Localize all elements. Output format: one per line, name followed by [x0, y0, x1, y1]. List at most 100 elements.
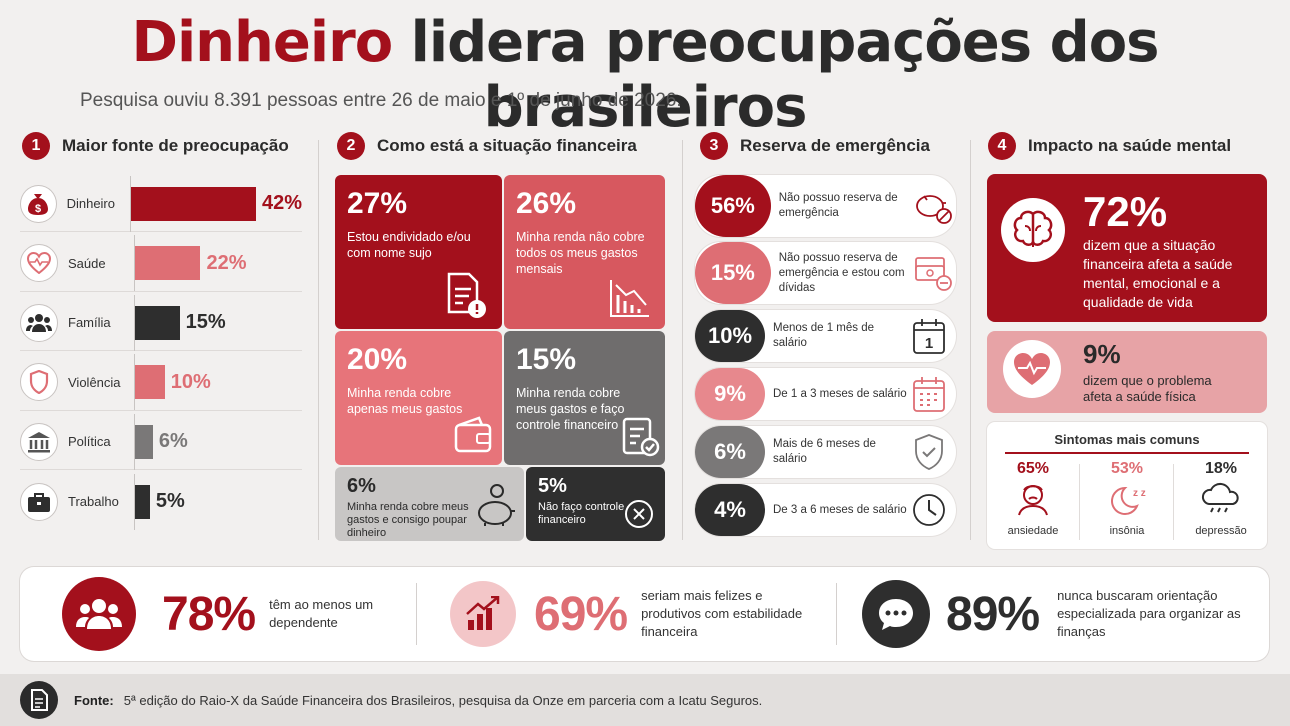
- stat-guidance: 89% nunca buscaram orientação especializ…: [862, 579, 1247, 649]
- mental-main-value: 72%: [1083, 188, 1168, 235]
- reserve-row: 4% De 3 a 6 meses de salário: [695, 484, 956, 536]
- tile-value: 27%: [347, 187, 408, 220]
- bar-track: 5%: [134, 473, 185, 530]
- concern-label: Política: [68, 434, 111, 449]
- concern-value: 15%: [185, 311, 226, 333]
- stat-text: nunca buscaram orientação especializada …: [1057, 588, 1241, 639]
- clipboard-check-icon: [622, 417, 660, 457]
- reserve-text: De 3 a 6 meses de salário: [773, 503, 907, 516]
- section-3-title: Reserva de emergência: [740, 136, 930, 155]
- physical-value: 9%: [1083, 339, 1121, 369]
- chat-bubble-icon: [862, 580, 930, 648]
- section-4-header: 4 Impacto na saúde mental: [988, 132, 1231, 160]
- concern-label: Dinheiro: [66, 196, 115, 211]
- page-subtitle: Pesquisa ouviu 8.391 pessoas entre 26 de…: [80, 90, 682, 111]
- bar-track: 6%: [134, 413, 188, 470]
- rain-cloud-icon: [1201, 482, 1239, 513]
- chart-down-icon: [610, 280, 649, 317]
- section-2-number: 2: [337, 132, 365, 160]
- stat-dependents: 78% têm ao menos um dependente: [62, 577, 379, 651]
- section-3-number: 3: [700, 132, 728, 160]
- symptom-value: 53%: [1110, 460, 1144, 477]
- concern-value: 10%: [170, 370, 211, 393]
- concern-value: 42%: [261, 192, 302, 214]
- briefcase-icon: [20, 482, 58, 521]
- concern-row: Violência 10%: [20, 354, 302, 411]
- money-bag-icon: $: [20, 184, 57, 223]
- concern-value: 5%: [155, 490, 185, 512]
- stat-value: 69%: [534, 587, 628, 641]
- stat-text: seriam mais felizes e produtivos com est…: [641, 588, 803, 639]
- reserve-value: 56%: [695, 175, 771, 237]
- finance-tile: 6% Minha renda cobre meus gastos e consi…: [335, 467, 524, 541]
- mental-health-card: 72% dizem que a situação financeira afet…: [987, 174, 1267, 322]
- shield-icon: [20, 363, 58, 401]
- concern-bar: [135, 365, 165, 399]
- reserve-row: 56% Não possuo reserva de emergência: [695, 175, 956, 237]
- anxious-person-icon: [1018, 485, 1048, 516]
- concern-row: $ Dinheiro 42%: [20, 175, 302, 232]
- highlight-stats: 78% têm ao menos um dependente 69% seria…: [20, 567, 1269, 661]
- finance-tile: 15% Minha renda cobre meus gastos e faço…: [504, 331, 665, 465]
- concern-bar: [135, 424, 153, 459]
- brain-icon: [1001, 198, 1065, 262]
- bar-track: 10%: [134, 354, 211, 410]
- section-1-title: Maior fonte de preocupação: [62, 136, 289, 155]
- concern-bar: [135, 305, 180, 340]
- clock-icon: [907, 492, 951, 528]
- title-highlight: Dinheiro: [131, 10, 393, 75]
- concern-row: Saúde 22%: [20, 235, 302, 292]
- stat-value: 89%: [946, 587, 1040, 641]
- section-1-number: 1: [22, 132, 50, 160]
- tile-value: 26%: [516, 187, 577, 220]
- section-4-title: Impacto na saúde mental: [1028, 136, 1232, 155]
- reserve-value: 10%: [695, 310, 765, 362]
- source-footer: Fonte: 5ª edição do Raio-X da Saúde Fina…: [0, 674, 1290, 726]
- tile-value: 15%: [516, 343, 577, 376]
- symptom-value: 18%: [1204, 460, 1238, 477]
- calendar-icon: [907, 375, 951, 413]
- concern-bar: [130, 186, 256, 221]
- tile-value: 6%: [347, 475, 376, 497]
- tile-text: Não faço controle financeiro: [538, 501, 625, 526]
- symptom-depression: 18% depressão: [1175, 460, 1267, 537]
- moon-sleep-icon: z z: [1111, 486, 1146, 515]
- people-icon: [62, 577, 136, 651]
- reserve-value: 15%: [695, 242, 771, 304]
- section-3-header: 3 Reserva de emergência: [700, 132, 930, 160]
- document-alert-icon: [447, 272, 486, 318]
- reserve-value: 9%: [695, 368, 765, 420]
- heart-pulse-icon: [20, 244, 58, 282]
- symptom-insomnia: 53% z z insônia: [1081, 460, 1173, 537]
- reserve-text: Menos de 1 mês de salário: [773, 322, 875, 349]
- concern-row: Política 6%: [20, 413, 302, 470]
- svg-text:z z: z z: [1133, 488, 1146, 499]
- symptoms-card: Sintomas mais comuns 65% ansiedade 53% z…: [987, 422, 1267, 549]
- concern-label: Trabalho: [68, 494, 119, 509]
- x-circle-icon: [625, 500, 653, 528]
- bank-icon: [20, 422, 58, 461]
- divider: [1173, 464, 1174, 540]
- symptom-label: ansiedade: [1007, 525, 1059, 537]
- finance-tile: 5% Não faço controle financeiro: [526, 467, 665, 541]
- finance-tile: 26% Minha renda não cobre todos os meus …: [504, 175, 665, 329]
- concern-label: Saúde: [68, 255, 106, 271]
- concern-label: Família: [68, 315, 111, 330]
- mental-main-text: dizem que a situação financeira afeta a …: [1083, 237, 1233, 310]
- finance-tile: 27% Estou endividado e/ou com nome sujo: [335, 175, 502, 329]
- section-2-title: Como está a situação financeira: [377, 136, 637, 155]
- calendar-one-icon: 1: [907, 317, 951, 355]
- divider: [416, 583, 417, 645]
- growth-chart-icon: [450, 581, 516, 647]
- finance-tile: 20% Minha renda cobre apenas meus gastos: [335, 331, 502, 465]
- reserve-row: 10% Menos de 1 mês de salário 1: [695, 310, 956, 362]
- reserve-value: 6%: [695, 426, 765, 478]
- tile-value: 20%: [347, 343, 408, 376]
- concern-row: Trabalho 5%: [20, 473, 302, 530]
- money-minus-icon: [912, 254, 956, 292]
- concern-row: Família 15%: [20, 294, 302, 351]
- document-icon: [20, 681, 58, 719]
- tile-text: Minha renda cobre meus gastos e faço con…: [516, 386, 625, 432]
- concern-bar: [135, 246, 201, 280]
- physical-text: dizem que o problema afeta a saúde físic…: [1083, 373, 1212, 404]
